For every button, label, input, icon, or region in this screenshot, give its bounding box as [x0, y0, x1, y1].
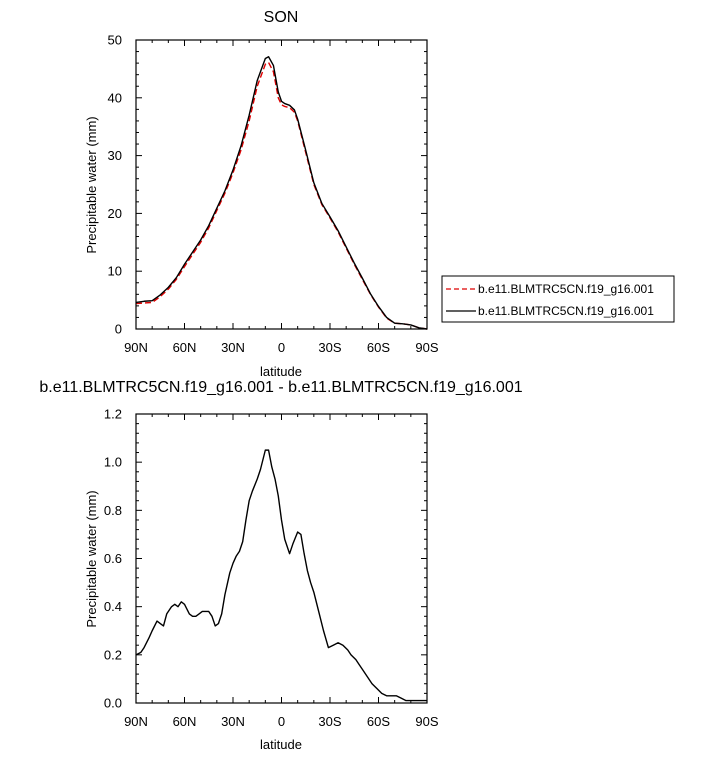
x-tick-label: 60S: [367, 340, 390, 355]
x-tick-label: 60N: [173, 714, 197, 729]
top-chart-xlabel: latitude: [260, 364, 302, 379]
legend-label-2: b.e11.BLMTRC5CN.f19_g16.001: [478, 304, 654, 318]
x-tick-label: 30N: [221, 340, 245, 355]
legend-label-1: b.e11.BLMTRC5CN.f19_g16.001: [478, 282, 654, 296]
x-tick-label: 30S: [318, 340, 341, 355]
x-tick-label: 60S: [367, 714, 390, 729]
series-line-0-1: [135, 56, 428, 330]
top-chart-title: SON: [264, 9, 299, 26]
y-tick-label: 0: [115, 322, 122, 337]
bottom-chart: b.e11.BLMTRC5CN.f19_g16.001 - b.e11.BLMT…: [39, 379, 522, 752]
y-tick-label: 0.0: [104, 696, 122, 711]
x-tick-label: 90N: [124, 714, 148, 729]
x-tick-label: 90S: [415, 714, 438, 729]
x-tick-label: 0: [278, 340, 285, 355]
y-tick-label: 0.4: [104, 599, 122, 614]
top-chart-ylabel: Precipitable water (mm): [84, 116, 99, 253]
legend-box: [441, 275, 675, 323]
bottom-chart-title: b.e11.BLMTRC5CN.f19_g16.001 - b.e11.BLMT…: [39, 379, 522, 396]
plot-frame: [135, 39, 428, 330]
y-tick-label: 10: [108, 264, 122, 279]
y-tick-label: 0.8: [104, 503, 122, 518]
x-tick-label: 90N: [124, 340, 148, 355]
y-tick-label: 1.0: [104, 455, 122, 470]
y-tick-label: 0.6: [104, 551, 122, 566]
series-line-1-0: [135, 449, 427, 702]
top-chart: SON Precipitable water (mm) latitude 90N…: [84, 9, 675, 379]
y-tick-label: 50: [108, 33, 122, 48]
y-tick-label: 0.2: [104, 647, 122, 662]
y-tick-label: 20: [108, 206, 122, 221]
series-line-0-0: [135, 61, 428, 330]
x-tick-label: 0: [278, 714, 285, 729]
y-tick-label: 1.2: [104, 407, 122, 422]
y-tick-label: 30: [108, 148, 122, 163]
x-tick-label: 60N: [173, 340, 197, 355]
x-tick-label: 30S: [318, 714, 341, 729]
bottom-chart-xlabel: latitude: [260, 737, 302, 752]
bottom-chart-ylabel: Precipitable water (mm): [84, 490, 99, 627]
y-tick-label: 40: [108, 90, 122, 105]
legend: b.e11.BLMTRC5CN.f19_g16.001 b.e11.BLMTRC…: [441, 275, 675, 323]
x-tick-label: 30N: [221, 714, 245, 729]
x-tick-label: 90S: [415, 340, 438, 355]
plot-frame: [135, 413, 428, 704]
